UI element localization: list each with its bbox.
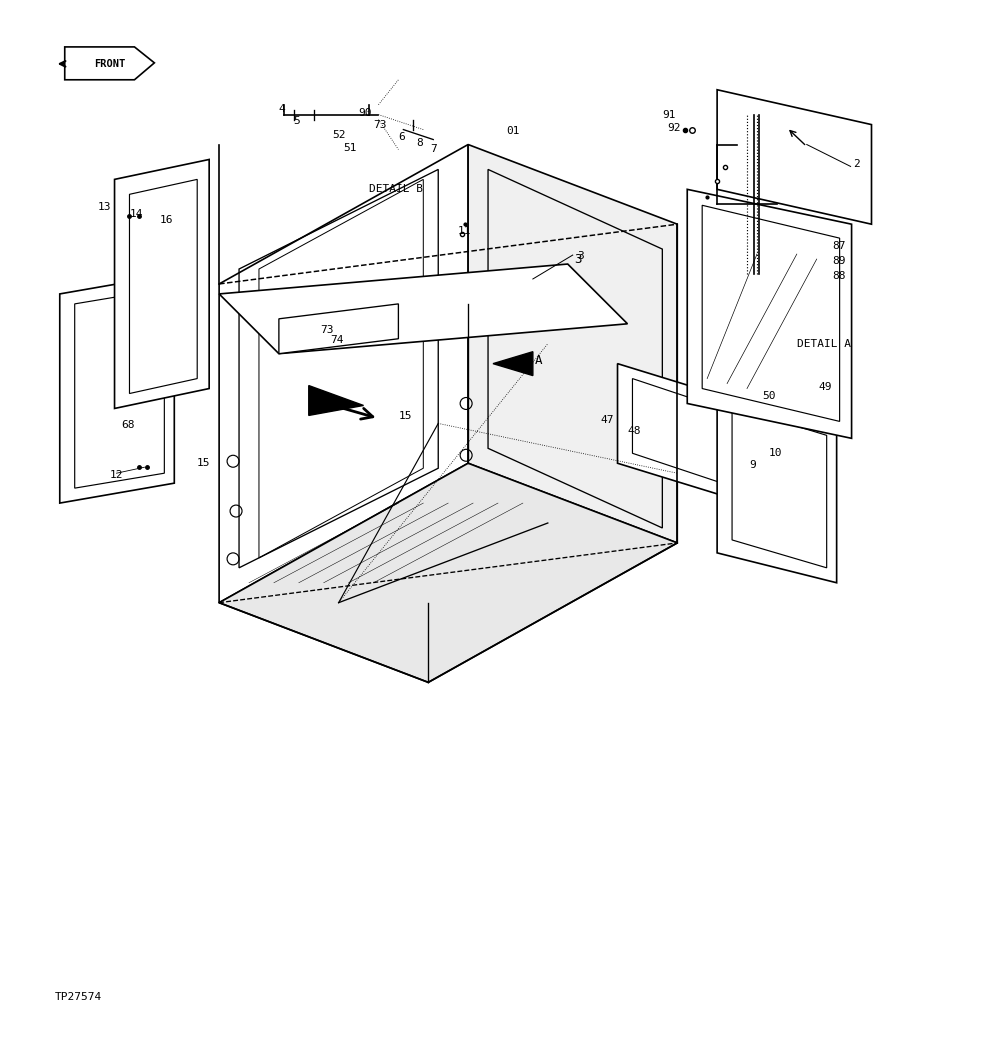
- Text: 73: 73: [374, 119, 387, 130]
- Text: 12: 12: [110, 471, 124, 480]
- Text: 50: 50: [762, 390, 776, 401]
- Text: 68: 68: [122, 420, 135, 430]
- Text: 51: 51: [344, 142, 358, 153]
- Polygon shape: [65, 47, 154, 79]
- Text: 91: 91: [662, 110, 676, 119]
- Text: 3: 3: [578, 251, 585, 262]
- Text: DETAIL B: DETAIL B: [369, 184, 422, 195]
- Text: 9: 9: [749, 460, 756, 471]
- Text: 89: 89: [833, 256, 847, 266]
- Text: 7: 7: [430, 143, 437, 154]
- Text: 01: 01: [506, 126, 520, 136]
- Polygon shape: [115, 159, 209, 408]
- Text: 92: 92: [667, 122, 681, 133]
- Polygon shape: [687, 189, 852, 438]
- Polygon shape: [279, 304, 398, 354]
- Text: 4: 4: [279, 104, 286, 114]
- Text: 5: 5: [293, 116, 300, 126]
- Text: 74: 74: [331, 335, 345, 345]
- Polygon shape: [717, 393, 837, 583]
- Text: 2: 2: [854, 159, 861, 169]
- Text: A: A: [535, 355, 543, 367]
- Text: 16: 16: [159, 215, 173, 225]
- Text: FRONT: FRONT: [94, 59, 125, 69]
- Text: 8: 8: [416, 137, 423, 147]
- Text: B: B: [321, 400, 329, 413]
- Polygon shape: [219, 264, 627, 354]
- Text: 10: 10: [769, 449, 783, 458]
- Polygon shape: [618, 364, 747, 503]
- Text: 88: 88: [833, 271, 847, 281]
- Polygon shape: [493, 351, 533, 376]
- Polygon shape: [60, 274, 174, 503]
- Text: 48: 48: [627, 427, 641, 436]
- Text: 52: 52: [333, 130, 347, 139]
- Text: 13: 13: [98, 202, 112, 212]
- Text: 15: 15: [196, 458, 210, 469]
- Text: 3: 3: [574, 252, 582, 266]
- Polygon shape: [717, 90, 872, 224]
- Text: DETAIL A: DETAIL A: [797, 339, 851, 348]
- Text: TP27574: TP27574: [55, 992, 102, 1002]
- Polygon shape: [309, 386, 364, 415]
- Text: 87: 87: [833, 242, 847, 251]
- Text: 47: 47: [601, 415, 615, 426]
- Polygon shape: [219, 463, 677, 682]
- Text: 14: 14: [129, 209, 143, 220]
- Text: 49: 49: [819, 382, 833, 391]
- Text: 11: 11: [458, 226, 472, 236]
- Text: 15: 15: [398, 411, 412, 422]
- Text: 90: 90: [359, 108, 373, 117]
- Text: 73: 73: [321, 324, 335, 335]
- Text: 6: 6: [398, 132, 405, 141]
- Polygon shape: [219, 144, 468, 602]
- Polygon shape: [468, 144, 677, 543]
